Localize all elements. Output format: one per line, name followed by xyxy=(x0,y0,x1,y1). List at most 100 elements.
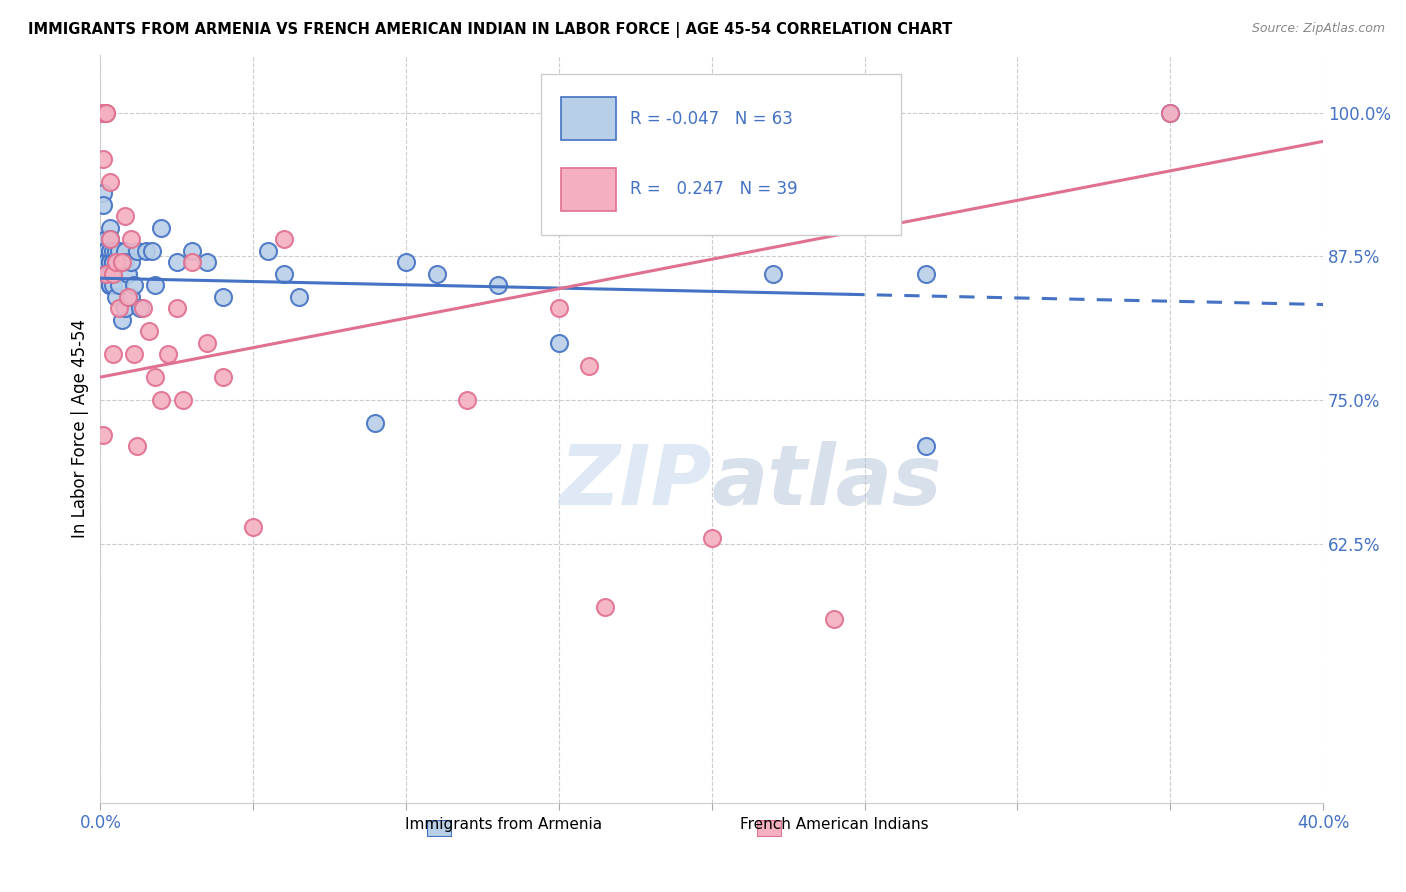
Point xyxy=(114,255,136,269)
Point xyxy=(114,301,136,315)
Text: R =   0.247   N = 39: R = 0.247 N = 39 xyxy=(630,180,797,198)
Point xyxy=(273,267,295,281)
Point xyxy=(150,393,173,408)
Point xyxy=(107,301,129,315)
Point xyxy=(96,232,118,246)
Point xyxy=(141,244,163,258)
Point xyxy=(122,347,145,361)
Point xyxy=(93,152,115,166)
Point xyxy=(150,220,173,235)
Point xyxy=(93,427,115,442)
Point xyxy=(172,393,194,408)
Point xyxy=(98,232,121,246)
Point xyxy=(195,335,218,350)
Point xyxy=(98,255,121,269)
Point xyxy=(98,244,121,258)
Point xyxy=(117,290,139,304)
Point xyxy=(98,267,121,281)
Point xyxy=(101,267,124,281)
Point xyxy=(101,255,124,269)
Point xyxy=(145,278,167,293)
Point xyxy=(486,278,509,293)
Point xyxy=(120,290,142,304)
Text: ZIP: ZIP xyxy=(560,441,711,522)
Point xyxy=(117,267,139,281)
Point xyxy=(96,255,118,269)
Point xyxy=(96,244,118,258)
Point xyxy=(548,335,571,350)
Point xyxy=(93,105,115,120)
Point xyxy=(211,370,233,384)
Point xyxy=(96,244,118,258)
Point xyxy=(111,255,134,269)
Point xyxy=(132,301,155,315)
Point xyxy=(98,267,121,281)
Point xyxy=(122,278,145,293)
Point xyxy=(181,244,204,258)
Point xyxy=(101,255,124,269)
Point xyxy=(104,255,127,269)
Point xyxy=(120,255,142,269)
Point xyxy=(257,244,280,258)
Point xyxy=(111,312,134,326)
Point xyxy=(101,347,124,361)
Point xyxy=(114,209,136,223)
Point xyxy=(93,186,115,201)
Point xyxy=(914,267,936,281)
Point xyxy=(426,267,449,281)
Point xyxy=(273,232,295,246)
Point xyxy=(96,105,118,120)
Point xyxy=(242,519,264,533)
Point xyxy=(548,301,571,315)
Point xyxy=(104,244,127,258)
Point xyxy=(129,301,152,315)
Point xyxy=(101,278,124,293)
Point xyxy=(195,255,218,269)
Point xyxy=(700,531,723,545)
Text: IMMIGRANTS FROM ARMENIA VS FRENCH AMERICAN INDIAN IN LABOR FORCE | AGE 45-54 COR: IMMIGRANTS FROM ARMENIA VS FRENCH AMERIC… xyxy=(28,22,952,38)
Y-axis label: In Labor Force | Age 45-54: In Labor Force | Age 45-54 xyxy=(72,319,89,539)
Point xyxy=(93,244,115,258)
Point xyxy=(101,267,124,281)
Point xyxy=(288,290,311,304)
Point xyxy=(145,370,167,384)
Point xyxy=(1159,105,1181,120)
Point xyxy=(98,255,121,269)
Point xyxy=(93,197,115,211)
Point xyxy=(125,244,148,258)
Point xyxy=(593,600,616,615)
Point xyxy=(98,278,121,293)
Point xyxy=(114,244,136,258)
Point xyxy=(104,255,127,269)
Point xyxy=(93,105,115,120)
Point xyxy=(166,301,188,315)
Text: French American Indians: French American Indians xyxy=(740,816,928,831)
Point xyxy=(120,232,142,246)
Point xyxy=(853,105,876,120)
Point xyxy=(395,255,418,269)
Text: atlas: atlas xyxy=(711,441,942,522)
Point xyxy=(211,290,233,304)
Point xyxy=(823,612,845,626)
Point xyxy=(98,278,121,293)
Point xyxy=(1159,105,1181,120)
Point xyxy=(96,267,118,281)
Point xyxy=(156,347,179,361)
Point xyxy=(364,416,387,430)
Point xyxy=(107,278,129,293)
Point xyxy=(111,255,134,269)
Point xyxy=(96,267,118,281)
Point xyxy=(96,105,118,120)
Point xyxy=(166,255,188,269)
Point xyxy=(107,244,129,258)
Point xyxy=(762,267,785,281)
Text: Immigrants from Armenia: Immigrants from Armenia xyxy=(405,816,602,831)
Text: Source: ZipAtlas.com: Source: ZipAtlas.com xyxy=(1251,22,1385,36)
FancyBboxPatch shape xyxy=(561,97,616,140)
Point xyxy=(135,244,157,258)
Point xyxy=(578,359,600,373)
Point xyxy=(98,278,121,293)
Point xyxy=(104,290,127,304)
Point xyxy=(98,267,121,281)
FancyBboxPatch shape xyxy=(561,168,616,211)
